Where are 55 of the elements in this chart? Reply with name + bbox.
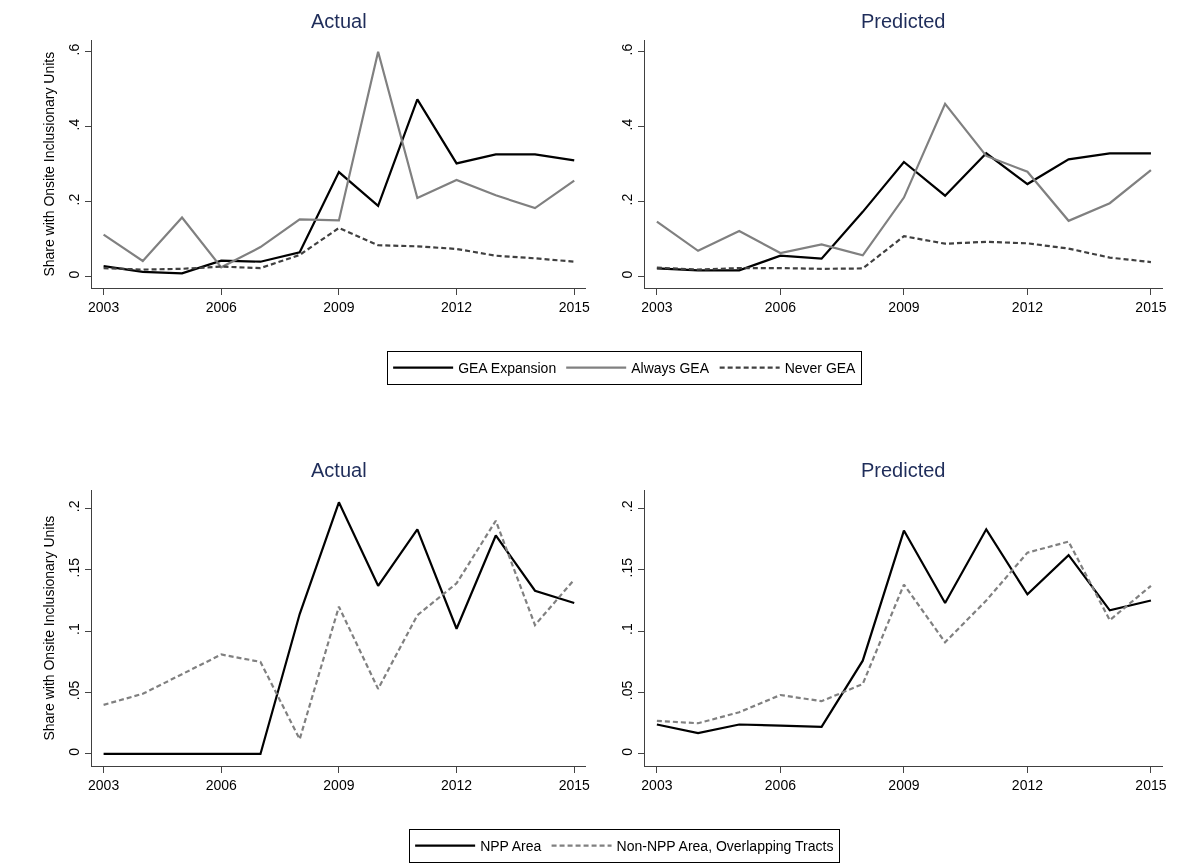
chart-title: Predicted [861, 459, 946, 481]
x-tick-label: 2012 [440, 298, 473, 315]
y-tick-label: .15 [66, 557, 83, 578]
y-tick-label: 0 [618, 747, 635, 756]
line-series [655, 152, 1153, 272]
x-tick-label: 2012 [1011, 298, 1044, 315]
y-tick-label: .05 [618, 680, 635, 701]
y-tick-label: 0 [66, 270, 83, 279]
y-tick-label: .15 [618, 557, 635, 578]
chart-title: Actual [311, 459, 367, 481]
x-tick-label: 2015 [1135, 298, 1167, 315]
legend-label: Never GEA [784, 360, 857, 377]
x-tick-label: 2006 [205, 298, 238, 315]
y-tick-label: .4 [66, 118, 83, 131]
line-series [102, 226, 576, 271]
y-tick-label: .2 [618, 500, 635, 513]
line-series [655, 102, 1153, 257]
y-tick-label: .1 [66, 623, 83, 635]
y-tick-label: 0 [66, 747, 83, 756]
x-tick-label: 2003 [641, 298, 673, 315]
y-tick-label: .2 [618, 193, 635, 206]
x-tick-label: 2009 [323, 298, 355, 315]
legend-label: Always GEA [631, 360, 710, 377]
y-tick-label: .1 [618, 623, 635, 635]
chart-title: Predicted [861, 10, 946, 32]
legend-label: GEA Expansion [458, 360, 557, 377]
x-tick-label: 2006 [205, 777, 238, 794]
y-tick-label: .2 [66, 500, 83, 513]
y-tick-label: .4 [618, 118, 635, 131]
x-tick-label: 2003 [88, 298, 120, 315]
y-tick-label: .6 [618, 43, 635, 56]
legend-label: Non-NPP Area, Overlapping Tracts [616, 838, 834, 855]
x-tick-label: 2009 [323, 777, 355, 794]
x-tick-label: 2006 [764, 777, 797, 794]
y-tick-label: .6 [66, 43, 83, 56]
x-tick-label: 2012 [1011, 777, 1044, 794]
x-tick-label: 2006 [764, 298, 797, 315]
line-series [655, 235, 1153, 271]
y-tick-label: .2 [66, 193, 83, 206]
x-tick-label: 2009 [888, 298, 920, 315]
x-tick-label: 2003 [641, 777, 673, 794]
y-tick-label: 0 [618, 270, 635, 279]
line-series [102, 50, 576, 269]
x-tick-label: 2015 [558, 777, 591, 794]
x-tick-label: 2015 [558, 298, 591, 315]
y-tick-label: .05 [66, 680, 83, 701]
y-axis-title: Share with Onsite Inclusionary Units [40, 51, 57, 277]
line-series [102, 98, 576, 275]
x-tick-label: 2012 [440, 777, 473, 794]
y-axis-title: Share with Onsite Inclusionary Units [40, 515, 57, 741]
x-tick-label: 2009 [888, 777, 920, 794]
x-tick-label: 2003 [88, 777, 120, 794]
x-tick-label: 2015 [1135, 777, 1167, 794]
chart-title: Actual [311, 10, 367, 32]
legend-label: NPP Area [480, 838, 542, 855]
